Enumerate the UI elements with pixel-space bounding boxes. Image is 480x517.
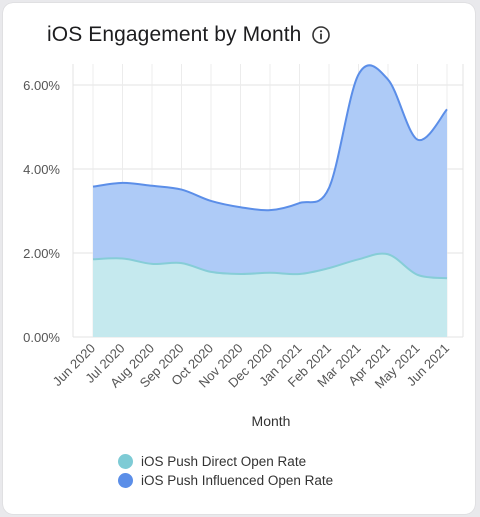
series-line-direct xyxy=(92,252,448,280)
y-tick-label: 0.00% xyxy=(23,330,60,345)
legend-label-influenced: iOS Push Influenced Open Rate xyxy=(141,473,334,488)
y-axis: 0.00% 2.00% 4.00% 6.00% xyxy=(23,78,60,345)
chart-title: iOS Engagement by Month xyxy=(47,23,302,46)
title-row: iOS Engagement by Month xyxy=(47,23,331,47)
y-tick-label: 6.00% xyxy=(23,78,60,93)
info-icon[interactable] xyxy=(311,25,331,45)
series-area-direct xyxy=(93,253,447,337)
y-tick-label: 4.00% xyxy=(23,162,60,177)
legend-swatch-influenced xyxy=(118,473,133,488)
series-areas xyxy=(92,64,448,338)
legend-item-influenced[interactable]: iOS Push Influenced Open Rate xyxy=(118,471,333,490)
legend-swatch-direct xyxy=(118,454,133,469)
legend-item-direct[interactable]: iOS Push Direct Open Rate xyxy=(118,452,333,471)
legend-label-direct: iOS Push Direct Open Rate xyxy=(141,454,307,469)
legend: iOS Push Direct Open Rate iOS Push Influ… xyxy=(118,452,333,490)
x-axis-title: Month xyxy=(252,413,291,429)
series-line-influenced xyxy=(92,64,448,212)
y-tick-label: 2.00% xyxy=(23,246,60,261)
